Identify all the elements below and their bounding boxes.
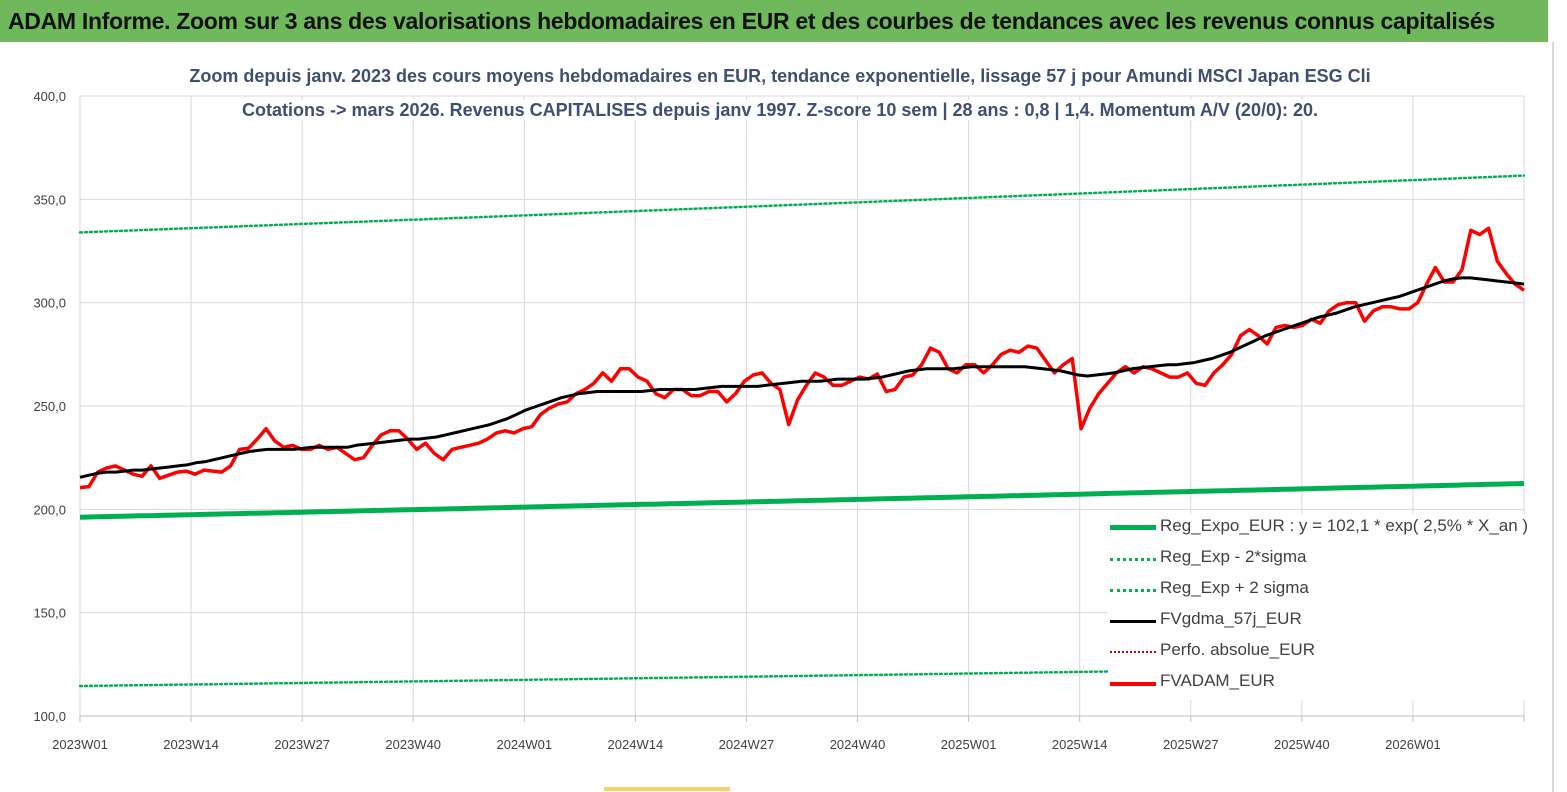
y-tick-label: 350,0	[33, 192, 66, 207]
series-fvgdma	[79, 276, 1525, 479]
x-tick-label: 2023W40	[385, 737, 441, 752]
legend-label-reg-expo: Reg_Expo_EUR : y = 102,1 * exp( 2,5% * X…	[1160, 516, 1529, 535]
legend-swatch-reg-plus-sigma	[1110, 589, 1156, 592]
legend-swatch-reg-expo	[1110, 525, 1156, 530]
x-axis: 2023W01 2023W14 2023W27 2023W40 2024W01 2024W…	[52, 715, 1525, 752]
y-tick-label: 150,0	[33, 606, 66, 621]
legend-item-reg-plus-sigma: Reg_Exp + 2 sigma	[1108, 576, 1528, 607]
legend-swatch-fvadam	[1110, 682, 1156, 686]
series-lines	[78, 174, 1526, 688]
y-tick-label: 250,0	[33, 399, 66, 414]
x-tick-label: 2023W27	[274, 737, 330, 752]
chart-title: Zoom depuis janv. 2023 des cours moyens …	[0, 66, 1560, 87]
series-reg-expo	[79, 481, 1525, 520]
y-tick-label: 200,0	[33, 502, 66, 517]
legend-label-perfo: Perfo. absolue_EUR	[1160, 640, 1315, 659]
bottom-scroll-mark	[604, 787, 730, 791]
y-axis: 100,0 150,0 200,0 250,0 300,0 350,0 400,0	[33, 89, 66, 724]
legend-label-fvgdma: FVgdma_57j_EUR	[1160, 609, 1302, 628]
legend-swatch-fvgdma	[1110, 620, 1156, 623]
report-banner: ADAM Informe. Zoom sur 3 ans des valoris…	[0, 0, 1548, 43]
y-tick-label: 400,0	[33, 89, 66, 104]
x-tick-label: 2024W14	[608, 737, 664, 752]
legend-item-reg-expo: Reg_Expo_EUR : y = 102,1 * exp( 2,5% * X…	[1108, 514, 1528, 545]
x-tick-label: 2023W14	[163, 737, 219, 752]
legend-label-reg-minus-sigma: Reg_Exp - 2*sigma	[1160, 547, 1307, 566]
x-tick-label: 2025W27	[1163, 737, 1219, 752]
legend-label-reg-plus-sigma: Reg_Exp + 2 sigma	[1160, 578, 1309, 597]
x-tick-label: 2025W40	[1274, 737, 1330, 752]
legend-item-fvadam: FVADAM_EUR	[1108, 669, 1528, 700]
x-tick-label: 2024W40	[830, 737, 886, 752]
x-tick-label: 2023W01	[52, 737, 108, 752]
x-tick-label: 2024W01	[496, 737, 552, 752]
chart-title-text: Zoom depuis janv. 2023 des cours moyens …	[183, 66, 1377, 86]
series-reg-plus-sigma	[78, 174, 1526, 234]
chart-legend: Reg_Expo_EUR : y = 102,1 * exp( 2,5% * X…	[1108, 514, 1528, 700]
x-tick-label: 2026W01	[1385, 737, 1441, 752]
y-tick-label: 100,0	[33, 709, 66, 724]
report-title: ADAM Informe. Zoom sur 3 ans des valoris…	[8, 8, 1495, 34]
legend-label-fvadam: FVADAM_EUR	[1160, 671, 1275, 690]
x-tick-label: 2025W01	[941, 737, 997, 752]
x-tick-label: 2024W27	[719, 737, 775, 752]
legend-item-fvgdma: FVgdma_57j_EUR	[1108, 607, 1528, 638]
legend-swatch-reg-minus-sigma	[1110, 558, 1156, 561]
legend-item-perfo: Perfo. absolue_EUR	[1108, 638, 1528, 669]
legend-item-reg-minus-sigma: Reg_Exp - 2*sigma	[1108, 545, 1528, 576]
chart-subtitle-text: Cotations -> mars 2026. Revenus CAPITALI…	[236, 100, 1324, 120]
legend-swatch-perfo	[1110, 651, 1156, 653]
x-tick-label: 2025W14	[1052, 737, 1108, 752]
series-reg-minus-sigma	[78, 664, 1526, 688]
chart-subtitle: Cotations -> mars 2026. Revenus CAPITALI…	[0, 100, 1560, 121]
y-tick-label: 300,0	[33, 296, 66, 311]
